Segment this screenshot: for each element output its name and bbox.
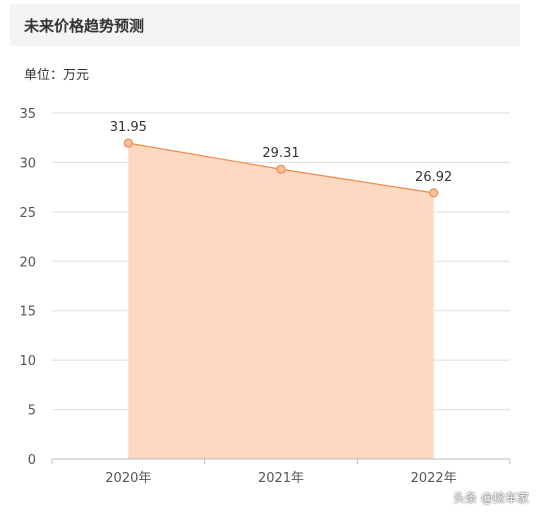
y-tick-label-2: 10: [19, 354, 36, 369]
area-fill: [128, 143, 434, 459]
data-label-1: 29.31: [262, 146, 299, 161]
y-tick-label-1: 5: [28, 404, 36, 419]
y-tick-label-6: 30: [19, 156, 36, 171]
chart-title: 未来价格趋势预测: [24, 16, 145, 35]
y-tick-label-0: 0: [28, 453, 36, 468]
y-tick-label-3: 15: [19, 305, 36, 320]
y-tick-label-5: 25: [19, 206, 36, 221]
x-tick-label-0: 2020年: [105, 471, 151, 486]
chart-header: 未来价格趋势预测: [10, 4, 520, 46]
y-tick-label-4: 20: [19, 255, 36, 270]
data-point-1: [276, 164, 286, 174]
data-label-2: 26.92: [415, 170, 452, 185]
data-point-0: [123, 138, 133, 148]
x-tick-label-2: 2022年: [411, 471, 457, 486]
x-tick-label-1: 2021年: [258, 471, 304, 486]
data-label-0: 31.95: [110, 120, 147, 135]
watermark: 头条 @捡车家: [453, 491, 529, 505]
y-tick-label-7: 35: [19, 107, 36, 122]
unit-label: 单位：万元: [24, 68, 90, 83]
data-point-2: [429, 188, 439, 198]
